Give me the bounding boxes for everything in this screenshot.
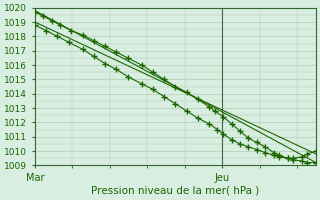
X-axis label: Pression niveau de la mer( hPa ): Pression niveau de la mer( hPa ): [91, 186, 260, 196]
